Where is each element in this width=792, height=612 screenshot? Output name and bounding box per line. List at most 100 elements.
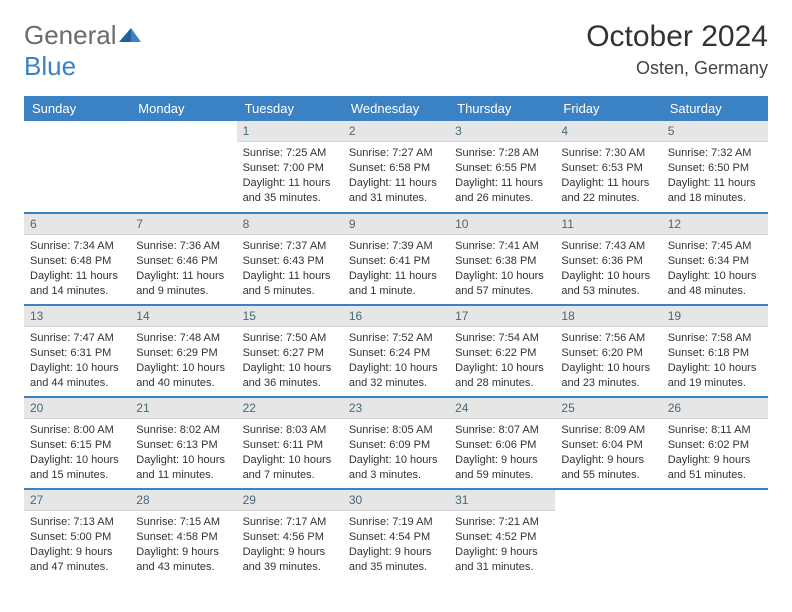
weekday-header: Monday [130, 96, 236, 121]
sunset-text: Sunset: 6:20 PM [561, 346, 655, 361]
sunrise-text: Sunrise: 7:52 AM [349, 331, 443, 346]
day-number: 25 [555, 398, 661, 419]
daylight-text: Daylight: 10 hours and 36 minutes. [243, 361, 337, 391]
sunrise-text: Sunrise: 7:37 AM [243, 239, 337, 254]
daylight-text: Daylight: 11 hours and 31 minutes. [349, 176, 443, 206]
day-number: 14 [130, 306, 236, 327]
calendar-day-cell [24, 121, 130, 213]
day-number: 12 [662, 214, 768, 235]
daylight-text: Daylight: 9 hours and 51 minutes. [668, 453, 762, 483]
day-details: Sunrise: 7:15 AMSunset: 4:58 PMDaylight:… [130, 511, 236, 578]
daylight-text: Daylight: 10 hours and 44 minutes. [30, 361, 124, 391]
calendar-day-cell: 4Sunrise: 7:30 AMSunset: 6:53 PMDaylight… [555, 121, 661, 213]
daylight-text: Daylight: 9 hours and 31 minutes. [455, 545, 549, 575]
calendar-day-cell: 3Sunrise: 7:28 AMSunset: 6:55 PMDaylight… [449, 121, 555, 213]
calendar-day-cell: 30Sunrise: 7:19 AMSunset: 4:54 PMDayligh… [343, 489, 449, 581]
day-details: Sunrise: 8:05 AMSunset: 6:09 PMDaylight:… [343, 419, 449, 486]
day-number: 28 [130, 490, 236, 511]
calendar-week-row: 1Sunrise: 7:25 AMSunset: 7:00 PMDaylight… [24, 121, 768, 213]
day-number: 2 [343, 121, 449, 142]
day-number: 23 [343, 398, 449, 419]
sunrise-text: Sunrise: 8:07 AM [455, 423, 549, 438]
sunrise-text: Sunrise: 7:25 AM [243, 146, 337, 161]
day-details: Sunrise: 7:37 AMSunset: 6:43 PMDaylight:… [237, 235, 343, 302]
sunset-text: Sunset: 6:38 PM [455, 254, 549, 269]
day-details: Sunrise: 7:17 AMSunset: 4:56 PMDaylight:… [237, 511, 343, 578]
day-number: 4 [555, 121, 661, 142]
day-number: 3 [449, 121, 555, 142]
calendar-day-cell: 16Sunrise: 7:52 AMSunset: 6:24 PMDayligh… [343, 305, 449, 397]
daylight-text: Daylight: 11 hours and 1 minute. [349, 269, 443, 299]
day-details: Sunrise: 8:03 AMSunset: 6:11 PMDaylight:… [237, 419, 343, 486]
day-details: Sunrise: 8:11 AMSunset: 6:02 PMDaylight:… [662, 419, 768, 486]
day-number: 13 [24, 306, 130, 327]
daylight-text: Daylight: 9 hours and 39 minutes. [243, 545, 337, 575]
sunrise-text: Sunrise: 7:43 AM [561, 239, 655, 254]
day-details: Sunrise: 7:25 AMSunset: 7:00 PMDaylight:… [237, 142, 343, 209]
day-details: Sunrise: 7:45 AMSunset: 6:34 PMDaylight:… [662, 235, 768, 302]
day-details: Sunrise: 7:47 AMSunset: 6:31 PMDaylight:… [24, 327, 130, 394]
sunrise-text: Sunrise: 7:39 AM [349, 239, 443, 254]
weekday-header: Saturday [662, 96, 768, 121]
sunset-text: Sunset: 6:34 PM [668, 254, 762, 269]
daylight-text: Daylight: 11 hours and 18 minutes. [668, 176, 762, 206]
calendar-day-cell: 27Sunrise: 7:13 AMSunset: 5:00 PMDayligh… [24, 489, 130, 581]
day-number: 29 [237, 490, 343, 511]
day-number: 22 [237, 398, 343, 419]
calendar-day-cell: 24Sunrise: 8:07 AMSunset: 6:06 PMDayligh… [449, 397, 555, 489]
day-details: Sunrise: 7:43 AMSunset: 6:36 PMDaylight:… [555, 235, 661, 302]
sunrise-text: Sunrise: 7:13 AM [30, 515, 124, 530]
location-label: Osten, Germany [586, 58, 768, 79]
day-number: 21 [130, 398, 236, 419]
weekday-header: Friday [555, 96, 661, 121]
daylight-text: Daylight: 9 hours and 59 minutes. [455, 453, 549, 483]
sunrise-text: Sunrise: 7:27 AM [349, 146, 443, 161]
day-number: 31 [449, 490, 555, 511]
day-details: Sunrise: 7:54 AMSunset: 6:22 PMDaylight:… [449, 327, 555, 394]
calendar-week-row: 6Sunrise: 7:34 AMSunset: 6:48 PMDaylight… [24, 213, 768, 305]
calendar-week-row: 13Sunrise: 7:47 AMSunset: 6:31 PMDayligh… [24, 305, 768, 397]
daylight-text: Daylight: 10 hours and 7 minutes. [243, 453, 337, 483]
day-number: 5 [662, 121, 768, 142]
sunset-text: Sunset: 6:24 PM [349, 346, 443, 361]
daylight-text: Daylight: 11 hours and 5 minutes. [243, 269, 337, 299]
weekday-header: Tuesday [237, 96, 343, 121]
sunset-text: Sunset: 6:31 PM [30, 346, 124, 361]
day-number: 8 [237, 214, 343, 235]
sunrise-text: Sunrise: 7:28 AM [455, 146, 549, 161]
day-details: Sunrise: 7:39 AMSunset: 6:41 PMDaylight:… [343, 235, 449, 302]
sunrise-text: Sunrise: 7:30 AM [561, 146, 655, 161]
header: GeneralBlue October 2024 Osten, Germany [24, 20, 768, 82]
daylight-text: Daylight: 10 hours and 32 minutes. [349, 361, 443, 391]
sunset-text: Sunset: 4:54 PM [349, 530, 443, 545]
calendar-day-cell: 21Sunrise: 8:02 AMSunset: 6:13 PMDayligh… [130, 397, 236, 489]
daylight-text: Daylight: 11 hours and 22 minutes. [561, 176, 655, 206]
calendar-week-row: 27Sunrise: 7:13 AMSunset: 5:00 PMDayligh… [24, 489, 768, 581]
sunset-text: Sunset: 4:56 PM [243, 530, 337, 545]
calendar-day-cell: 25Sunrise: 8:09 AMSunset: 6:04 PMDayligh… [555, 397, 661, 489]
day-number: 9 [343, 214, 449, 235]
calendar-table: Sunday Monday Tuesday Wednesday Thursday… [24, 96, 768, 581]
brand-general: General [24, 20, 117, 50]
day-details: Sunrise: 7:30 AMSunset: 6:53 PMDaylight:… [555, 142, 661, 209]
brand-blue: Blue [24, 51, 76, 81]
day-details: Sunrise: 7:36 AMSunset: 6:46 PMDaylight:… [130, 235, 236, 302]
day-number: 27 [24, 490, 130, 511]
daylight-text: Daylight: 10 hours and 40 minutes. [136, 361, 230, 391]
sunrise-text: Sunrise: 7:36 AM [136, 239, 230, 254]
calendar-day-cell: 7Sunrise: 7:36 AMSunset: 6:46 PMDaylight… [130, 213, 236, 305]
sunrise-text: Sunrise: 7:17 AM [243, 515, 337, 530]
calendar-day-cell: 15Sunrise: 7:50 AMSunset: 6:27 PMDayligh… [237, 305, 343, 397]
sunset-text: Sunset: 6:29 PM [136, 346, 230, 361]
day-details: Sunrise: 7:32 AMSunset: 6:50 PMDaylight:… [662, 142, 768, 209]
day-number: 18 [555, 306, 661, 327]
day-number: 24 [449, 398, 555, 419]
calendar-day-cell: 31Sunrise: 7:21 AMSunset: 4:52 PMDayligh… [449, 489, 555, 581]
calendar-day-cell: 20Sunrise: 8:00 AMSunset: 6:15 PMDayligh… [24, 397, 130, 489]
daylight-text: Daylight: 9 hours and 55 minutes. [561, 453, 655, 483]
day-details: Sunrise: 7:19 AMSunset: 4:54 PMDaylight:… [343, 511, 449, 578]
sunset-text: Sunset: 6:53 PM [561, 161, 655, 176]
daylight-text: Daylight: 9 hours and 43 minutes. [136, 545, 230, 575]
sunrise-text: Sunrise: 7:15 AM [136, 515, 230, 530]
day-details: Sunrise: 7:28 AMSunset: 6:55 PMDaylight:… [449, 142, 555, 209]
